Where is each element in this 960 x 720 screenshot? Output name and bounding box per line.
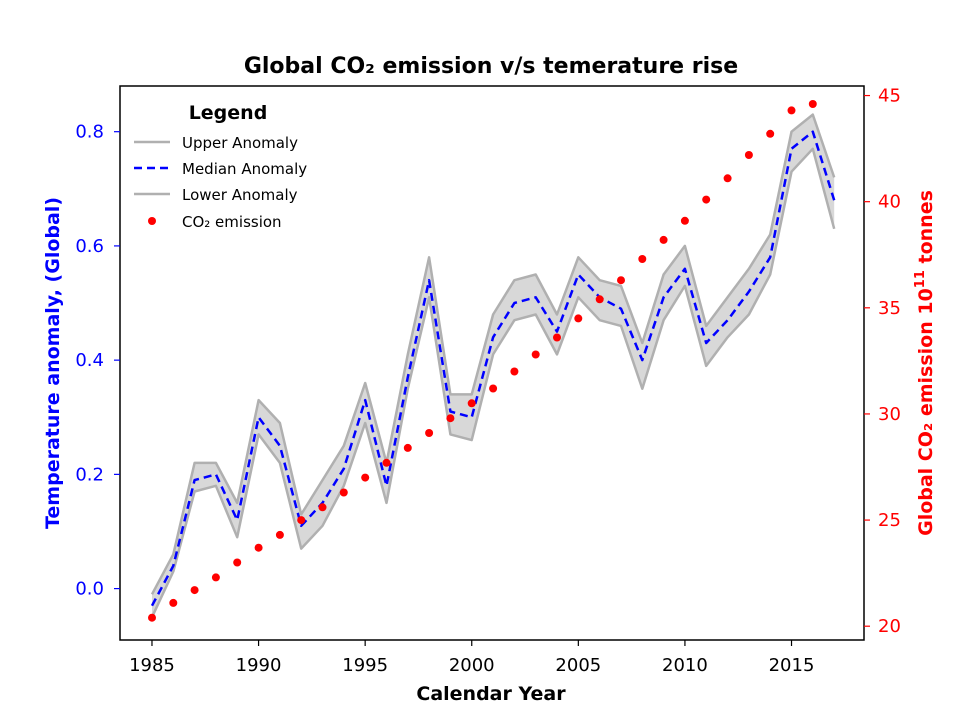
co2-point xyxy=(723,174,732,183)
co2-point xyxy=(467,399,476,408)
anomaly-band-fill xyxy=(152,114,835,618)
legend-entry-lower: Lower Anomaly xyxy=(182,186,298,204)
line-layer xyxy=(150,113,836,618)
legend-entry-median: Median Anomaly xyxy=(182,160,307,178)
x-tick-label: 1995 xyxy=(342,655,388,676)
co2-point xyxy=(318,503,327,512)
co2-point xyxy=(361,473,370,482)
co2-point xyxy=(702,195,711,204)
x-tick-label: 1990 xyxy=(236,655,282,676)
co2-point xyxy=(233,558,242,567)
y-left-tick-label: 0.0 xyxy=(75,579,104,600)
co2-point xyxy=(553,333,561,342)
legend-entry-co2: CO₂ emission xyxy=(182,213,282,231)
upper-anomaly-line xyxy=(150,113,836,595)
x-axis-label: Calendar Year xyxy=(416,683,566,705)
y-right-axis-label-main: Global CO₂ emission 10 xyxy=(915,288,937,536)
co2-point xyxy=(531,350,540,359)
co2-point xyxy=(339,488,348,497)
y-right-axis-ticks: 20 25 30 35 40 45 xyxy=(864,86,901,637)
co2-point xyxy=(211,573,220,582)
legend-entry-upper: Upper Anomaly xyxy=(182,134,298,152)
y-right-axis-label-unit: tonnes xyxy=(915,190,937,270)
y-left-tick-label: 0.6 xyxy=(75,236,104,257)
co2-point xyxy=(617,276,625,285)
co2-point xyxy=(382,458,391,467)
x-tick-label: 1985 xyxy=(129,655,175,676)
chart-title: Global CO₂ emission v/s temerature rise xyxy=(244,54,738,79)
y-right-tick-label: 25 xyxy=(878,510,901,531)
lower-anomaly-line xyxy=(150,147,836,618)
anomaly-band-layer xyxy=(152,114,835,618)
co2-point-layer xyxy=(148,100,817,622)
co2-point xyxy=(275,530,284,539)
y-left-axis-ticks: 0.0 0.2 0.4 0.6 0.8 xyxy=(75,122,120,600)
x-tick-label: 2005 xyxy=(555,655,601,676)
co2-point xyxy=(574,314,583,323)
co2-point xyxy=(297,516,306,525)
plot-frame xyxy=(119,85,865,641)
y-left-tick-label: 0.2 xyxy=(75,464,104,485)
co2-point xyxy=(680,216,689,225)
x-tick-label: 2000 xyxy=(449,655,495,676)
y-right-tick-label: 35 xyxy=(878,298,901,319)
y-right-axis-label: Global CO₂ emission 1011 tonnes xyxy=(913,190,937,536)
co2-point xyxy=(403,443,412,452)
co2-point xyxy=(766,129,775,138)
co2-point xyxy=(425,429,434,437)
co2-point xyxy=(489,384,498,393)
legend-swatch-co2 xyxy=(148,217,156,225)
legend: Legend Upper Anomaly Median Anomaly Lowe… xyxy=(134,102,307,231)
x-axis-ticks: 1985 1990 1995 2000 2005 2010 2015 xyxy=(129,640,814,676)
co2-point xyxy=(787,106,796,115)
co2-point xyxy=(148,613,156,622)
y-right-tick-label: 30 xyxy=(878,404,901,425)
legend-title: Legend xyxy=(189,102,268,124)
co2-point xyxy=(744,151,753,159)
x-tick-label: 2015 xyxy=(769,655,815,676)
co2-point xyxy=(659,235,668,244)
co2-point xyxy=(254,543,263,552)
co2-point xyxy=(595,295,604,304)
co2-point xyxy=(169,598,178,607)
co2-point xyxy=(510,367,519,376)
y-right-tick-label: 40 xyxy=(878,192,901,213)
co2-point xyxy=(638,255,647,263)
y-right-tick-label: 45 xyxy=(878,86,901,107)
y-left-axis-label: Temperature anomaly, (Global) xyxy=(42,197,64,529)
y-right-axis-label-exponent: 11 xyxy=(913,270,928,288)
y-left-tick-label: 0.8 xyxy=(75,122,104,143)
co2-point xyxy=(446,414,455,423)
co2-point xyxy=(190,586,199,595)
co2-point xyxy=(808,100,817,108)
x-tick-label: 2010 xyxy=(662,655,708,676)
y-right-tick-label: 20 xyxy=(878,616,901,637)
y-left-tick-label: 0.4 xyxy=(75,350,104,371)
median-anomaly-line xyxy=(150,130,836,607)
